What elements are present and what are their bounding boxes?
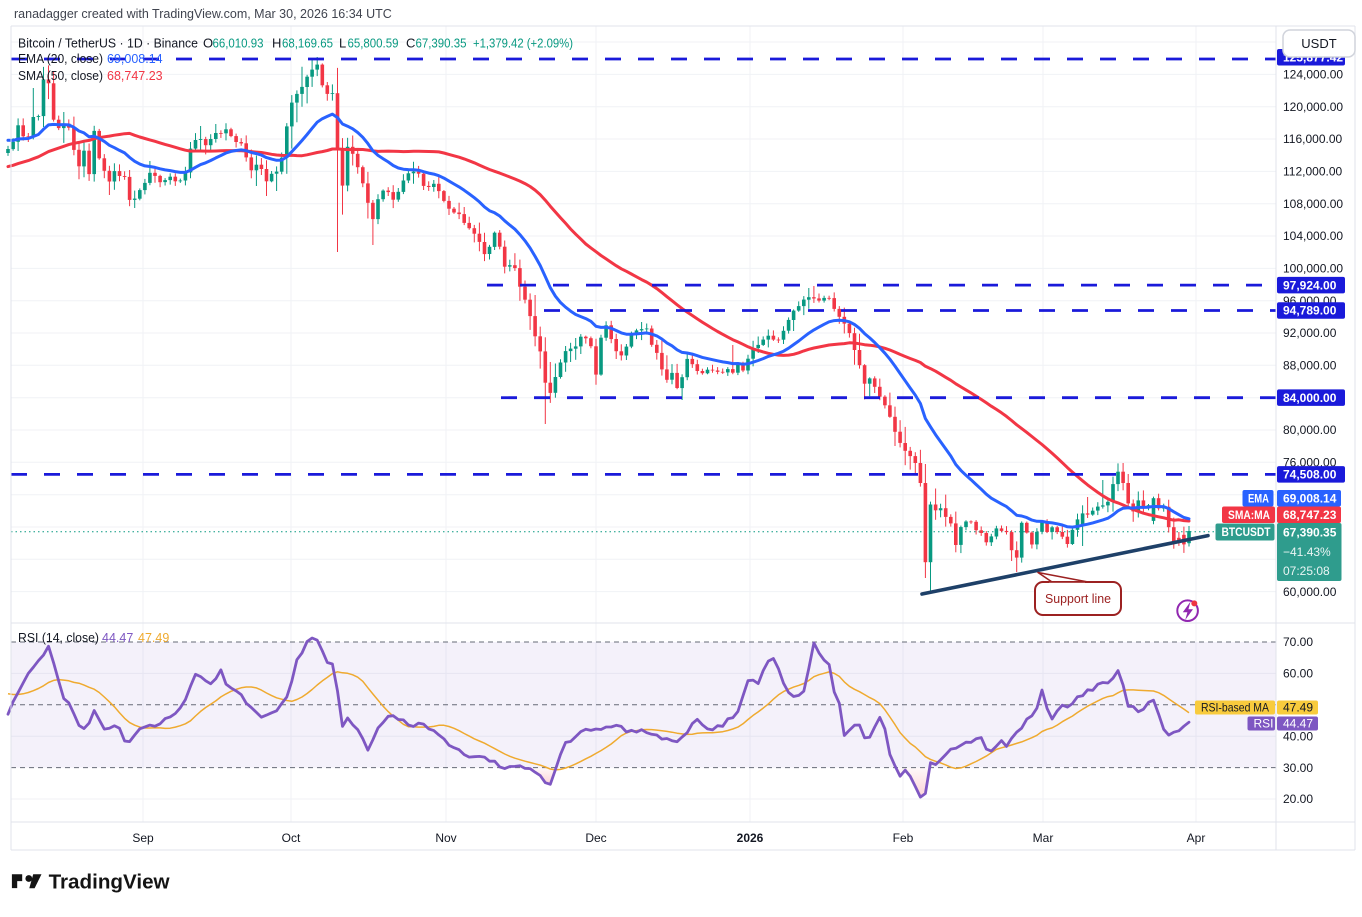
svg-text:74,508.00: 74,508.00	[1283, 468, 1337, 482]
svg-text:69,008.14: 69,008.14	[1283, 491, 1337, 505]
svg-text:Mar: Mar	[1033, 831, 1054, 845]
svg-text:EMA (20, close)69,008.14: EMA (20, close) 69,008.14	[18, 52, 163, 66]
svg-text:BTCUSDT: BTCUSDT	[1222, 525, 1272, 539]
svg-text:80,000.00: 80,000.00	[1283, 423, 1337, 437]
svg-text:−41.43%: −41.43%	[1283, 545, 1331, 559]
svg-text:94,789.00: 94,789.00	[1283, 304, 1337, 318]
svg-text:92,000.00: 92,000.00	[1283, 326, 1337, 340]
svg-text:Sep: Sep	[132, 831, 154, 845]
svg-text:RSI: RSI	[1254, 717, 1274, 731]
svg-text:ranadagger created with Tradin: ranadagger created with TradingView.com,…	[14, 7, 392, 21]
svg-text:68,747.23: 68,747.23	[1283, 508, 1337, 522]
svg-text:Support line: Support line	[1045, 591, 1111, 606]
svg-text:116,000.00: 116,000.00	[1283, 132, 1342, 146]
svg-text:Feb: Feb	[893, 831, 914, 845]
svg-text:EMA: EMA	[1248, 491, 1269, 505]
svg-text:20.00: 20.00	[1283, 792, 1313, 806]
svg-text:84,000.00: 84,000.00	[1283, 391, 1337, 405]
svg-text:97,924.00: 97,924.00	[1283, 278, 1337, 292]
svg-text:124,000.00: 124,000.00	[1283, 68, 1343, 82]
svg-text:70.00: 70.00	[1283, 635, 1313, 649]
svg-text:100,000.00: 100,000.00	[1283, 262, 1343, 276]
svg-text:07:25:08: 07:25:08	[1283, 564, 1330, 578]
svg-text:30.00: 30.00	[1283, 761, 1313, 775]
svg-text:Bitcoin / TetherUS · 1D · Bina: Bitcoin / TetherUS · 1D · Binance O66,010…	[18, 35, 573, 50]
svg-text:88,000.00: 88,000.00	[1283, 359, 1337, 373]
svg-text:Oct: Oct	[282, 831, 301, 845]
svg-text:47.49: 47.49	[1283, 701, 1313, 715]
svg-text:120,000.00: 120,000.00	[1283, 100, 1343, 114]
svg-text:RSI-based MA: RSI-based MA	[1201, 701, 1269, 715]
svg-text:67,390.35: 67,390.35	[1283, 526, 1337, 540]
svg-text:2026: 2026	[737, 831, 764, 845]
svg-text:60,000.00: 60,000.00	[1283, 585, 1337, 599]
svg-text:112,000.00: 112,000.00	[1283, 165, 1342, 179]
svg-text:40.00: 40.00	[1283, 729, 1313, 743]
svg-text:USDT: USDT	[1301, 36, 1336, 51]
svg-text:60.00: 60.00	[1283, 667, 1313, 681]
svg-text:44.47: 44.47	[1283, 717, 1313, 731]
svg-text:SMA:MA: SMA:MA	[1228, 508, 1270, 522]
svg-text:Dec: Dec	[585, 831, 606, 845]
svg-text:Nov: Nov	[435, 831, 456, 845]
svg-text:108,000.00: 108,000.00	[1283, 197, 1343, 211]
svg-text:76,000.00: 76,000.00	[1283, 456, 1337, 470]
svg-text:104,000.00: 104,000.00	[1283, 229, 1343, 243]
svg-text:TradingView: TradingView	[49, 871, 170, 893]
svg-text:SMA (50, close)68,747.23: SMA (50, close) 68,747.23	[18, 69, 163, 83]
svg-text:Apr: Apr	[1187, 831, 1206, 845]
